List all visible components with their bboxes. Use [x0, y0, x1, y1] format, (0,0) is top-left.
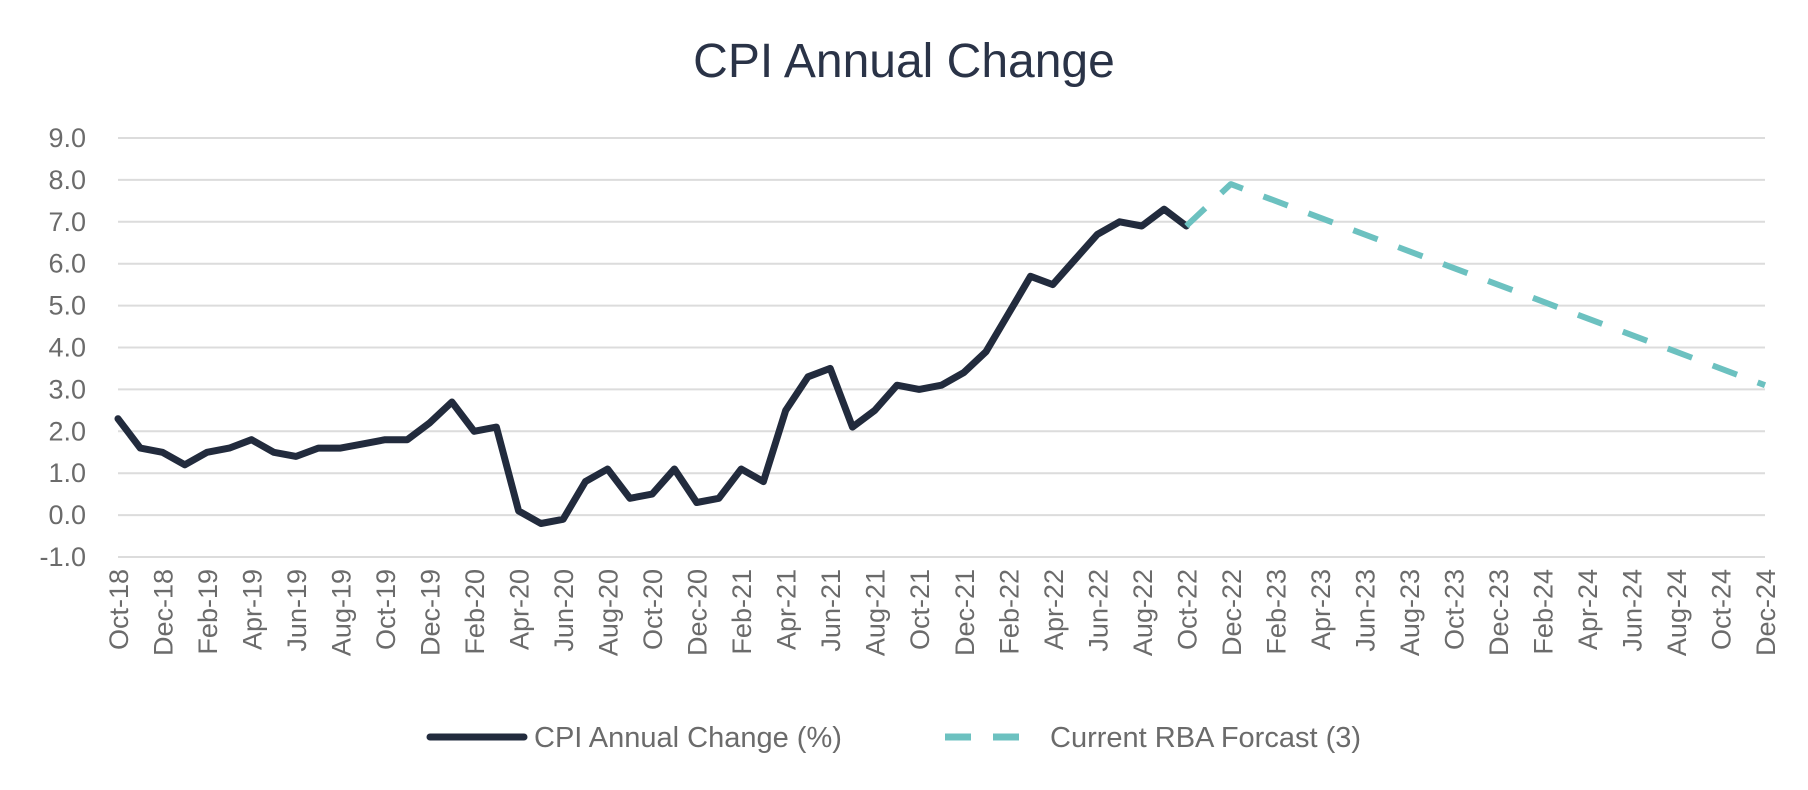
x-tick-label: Apr-21	[772, 569, 802, 650]
y-tick-label: 1.0	[48, 458, 86, 488]
x-tick-label: Oct-24	[1706, 569, 1736, 650]
x-tick-label: Feb-23	[1261, 569, 1291, 655]
y-tick-label: 3.0	[48, 374, 86, 404]
x-tick-label: Feb-20	[460, 569, 490, 655]
x-tick-label: Aug-22	[1128, 569, 1158, 656]
x-tick-label: Feb-22	[994, 569, 1024, 655]
y-axis-ticks: 9.0 8.0 7.0 6.0 5.0 4.0 3.0 2.0 1.0 0.0 -1.0	[39, 123, 86, 572]
x-tick-label: Dec-19	[416, 569, 446, 656]
x-tick-label: Oct-19	[371, 569, 401, 650]
x-tick-label: Aug-23	[1395, 569, 1425, 656]
x-tick-label: Oct-18	[104, 569, 134, 650]
x-tick-label: Apr-24	[1573, 569, 1603, 650]
x-tick-label: Oct-22	[1172, 569, 1202, 650]
x-tick-label: Apr-22	[1039, 569, 1069, 650]
legend-label-rba-forecast: Current RBA Forcast (3)	[1050, 722, 1361, 754]
x-tick-label: Jun-24	[1617, 569, 1647, 652]
x-tick-label: Feb-19	[193, 569, 223, 655]
x-tick-label: Dec-21	[950, 569, 980, 656]
x-tick-label: Jun-21	[816, 569, 846, 652]
x-tick-label: Feb-24	[1528, 569, 1558, 655]
y-tick-label: -1.0	[39, 542, 86, 572]
series-line-cpi	[114, 205, 1190, 527]
x-axis-ticks: Oct-18 Dec-18 Feb-19 Apr-19 Jun-19 Aug-19 Oct-…	[104, 569, 1781, 656]
x-tick-label: Jun-19	[282, 569, 312, 652]
x-tick-label: Oct-20	[638, 569, 668, 650]
y-tick-label: 6.0	[48, 249, 86, 279]
x-tick-label: Feb-21	[727, 569, 757, 655]
y-tick-label: 2.0	[48, 416, 86, 446]
gridlines	[118, 137, 1765, 558]
x-tick-label: Jun-22	[1083, 569, 1113, 652]
x-tick-label: Aug-24	[1662, 569, 1692, 656]
y-tick-label: 8.0	[48, 165, 86, 195]
x-tick-label: Dec-20	[683, 569, 713, 656]
x-tick-label: Apr-23	[1306, 569, 1336, 650]
x-tick-label: Dec-24	[1751, 569, 1781, 656]
x-tick-label: Oct-21	[905, 569, 935, 650]
x-tick-label: Oct-23	[1439, 569, 1469, 650]
x-tick-label: Apr-20	[505, 569, 535, 650]
y-tick-label: 0.0	[48, 500, 86, 530]
x-tick-label: Dec-22	[1217, 569, 1247, 656]
legend-label-cpi: CPI Annual Change (%)	[534, 722, 842, 754]
series-lines	[114, 181, 1767, 527]
legend: CPI Annual Change (%) Current RBA Forcas…	[426, 722, 1361, 754]
x-tick-label: Apr-19	[238, 569, 268, 650]
x-tick-label: Dec-23	[1484, 569, 1514, 656]
x-tick-label: Jun-20	[549, 569, 579, 652]
x-tick-label: Jun-23	[1350, 569, 1380, 652]
x-tick-label: Aug-19	[327, 569, 357, 656]
x-tick-label: Aug-21	[861, 569, 891, 656]
y-tick-label: 5.0	[48, 291, 86, 321]
x-tick-label: Dec-18	[149, 569, 179, 656]
series-line-rba-forecast	[1184, 181, 1767, 389]
x-tick-label: Aug-20	[594, 569, 624, 656]
y-tick-label: 7.0	[48, 207, 86, 237]
y-tick-label: 9.0	[48, 123, 86, 153]
chart-title: CPI Annual Change	[693, 35, 1115, 88]
y-tick-label: 4.0	[48, 333, 86, 363]
